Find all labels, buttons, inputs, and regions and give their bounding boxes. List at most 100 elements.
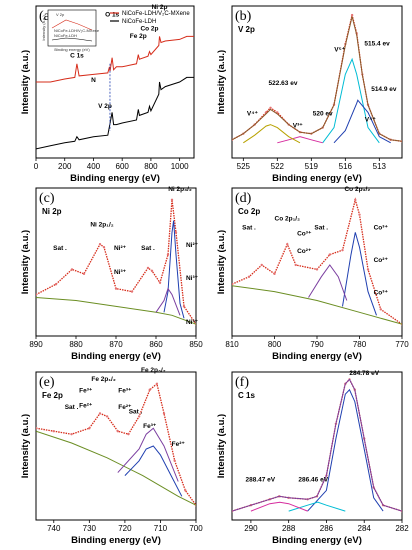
legend-item: NiCoFe-LDH — [122, 19, 156, 25]
component-label: V⁴⁺ — [365, 117, 377, 124]
annotation: O 1s — [105, 12, 119, 19]
x-tick-label: 800 — [268, 340, 282, 349]
data-point — [328, 253, 331, 256]
panel-3: 890 880 870 860 850 Binding energy (eV) Intens… — [20, 186, 203, 362]
annotation: N — [91, 77, 96, 84]
x-tick-label: 860 — [149, 340, 163, 349]
panel-4: 810 800 790 780 770 Binding energy (eV) Intens… — [216, 186, 409, 362]
panel-tag: (e) — [39, 375, 55, 390]
panel-title: Co 2p — [238, 207, 260, 216]
x-tick-label: 200 — [58, 162, 72, 171]
series-line-1 — [232, 197, 402, 325]
annotation: Fe 2p₁/₂ — [91, 376, 115, 383]
panel-2: 525 522 519 516 513 Binding energy (eV) Intens… — [216, 5, 403, 184]
plot-area — [231, 5, 403, 159]
x-tick-label: 516 — [339, 162, 353, 171]
annotation: V 2p — [98, 103, 112, 110]
series-line-2 — [36, 430, 196, 506]
x-tick-label: 600 — [116, 162, 130, 171]
series-group — [232, 197, 402, 326]
panel-title: Ni 2p — [42, 207, 62, 216]
series-line-3 — [322, 57, 380, 144]
annotation: Sat . — [141, 245, 155, 252]
inset-ylabel: Intensity (a.u.) — [41, 15, 46, 41]
annotation: Ni³⁺ — [186, 319, 199, 326]
data-point — [70, 268, 74, 271]
series-line-3 — [124, 445, 183, 497]
data-point — [341, 248, 344, 252]
data-point — [260, 263, 263, 267]
x-tick-label: 522 — [271, 162, 285, 171]
x-tick-label: 519 — [305, 162, 319, 171]
panel-tag: (c) — [39, 191, 55, 206]
series-line-2 — [36, 76, 194, 150]
x-tick-label: 525 — [237, 162, 251, 171]
inset-line-1 — [51, 19, 93, 31]
x-axis-label: Binding energy (eV) — [272, 351, 362, 362]
x-tick-label: 700 — [189, 524, 203, 533]
data-point — [379, 308, 382, 311]
panel-tag: (b) — [235, 9, 252, 24]
x-axis-label: Binding energy (eV) — [71, 535, 161, 546]
data-point — [182, 305, 186, 308]
y-axis-label: Intensity (a.u.) — [20, 50, 31, 114]
annotation: Co³⁺ — [374, 290, 389, 297]
data-point — [70, 432, 73, 436]
annotation: Co 2p — [140, 25, 158, 32]
data-point — [354, 198, 357, 202]
annotation: Co 2p₁/₂ — [275, 216, 301, 223]
component-label: V³⁺ — [293, 123, 304, 130]
series-line-4 — [308, 264, 348, 301]
y-axis-label: Intensity (a.u.) — [216, 230, 227, 294]
data-point — [350, 13, 354, 17]
data-point — [358, 213, 361, 216]
data-point — [315, 268, 319, 271]
x-tick-label: 730 — [83, 524, 97, 533]
data-point — [269, 106, 272, 110]
x-tick-label: 800 — [144, 162, 158, 171]
inset: V 2p Binding energy (eV) Intensity (a.u.) N… — [41, 9, 100, 52]
inset-title: V 2p — [56, 12, 65, 17]
y-axis-label: Intensity (a.u.) — [216, 50, 227, 114]
data-point — [232, 283, 234, 286]
annotation: Fe 2p — [130, 33, 147, 40]
series-line-4 — [288, 501, 346, 512]
panel-tag: (f) — [235, 375, 249, 390]
annotation: Sat . — [129, 408, 143, 415]
data-point — [137, 415, 141, 418]
x-tick-label: 810 — [225, 340, 239, 349]
x-tick-label: 780 — [353, 340, 367, 349]
annotation: Ni 2p — [152, 4, 168, 11]
panel-6: 290 288 286 284 282 Binding energy (eV) Intens… — [216, 370, 409, 546]
data-point — [170, 198, 174, 202]
data-point — [146, 266, 150, 270]
x-tick-label: 710 — [154, 524, 168, 533]
panel-5: 740 730 720 710 700 Binding energy (eV) Intens… — [20, 367, 203, 546]
y-axis-label: Intensity (a.u.) — [20, 414, 31, 478]
data-point — [184, 489, 187, 492]
x-tick-label: 1000 — [171, 162, 189, 171]
annotation: Ni 2p₁/₂ — [90, 221, 113, 228]
x-axis-label: Binding energy (eV) — [272, 535, 362, 546]
data-point — [155, 382, 159, 386]
annotation: Ni²⁺ — [114, 245, 127, 252]
data-point — [102, 246, 106, 249]
component-label: V⁴⁺ — [247, 110, 259, 117]
series-line-5 — [250, 501, 308, 512]
x-tick-label: 290 — [244, 524, 258, 533]
x-tick-label: 282 — [395, 524, 409, 533]
data-point — [116, 430, 119, 433]
data-point — [166, 253, 170, 256]
data-point — [36, 427, 38, 430]
x-tick-label: 890 — [29, 340, 43, 349]
plot-area — [35, 371, 197, 521]
data-point — [273, 272, 276, 276]
annotation: Fe³⁺ — [79, 388, 93, 395]
annotation: 286.46 eV — [298, 477, 328, 484]
component-label: V⁵⁺ — [334, 47, 345, 54]
x-axis-label: Binding energy (eV) — [71, 351, 161, 362]
x-tick-label: 790 — [310, 340, 324, 349]
x-axis-label: Binding energy (eV) — [272, 173, 362, 184]
x-tick-label: 850 — [189, 340, 203, 349]
panel-title: V 2p — [238, 25, 255, 34]
